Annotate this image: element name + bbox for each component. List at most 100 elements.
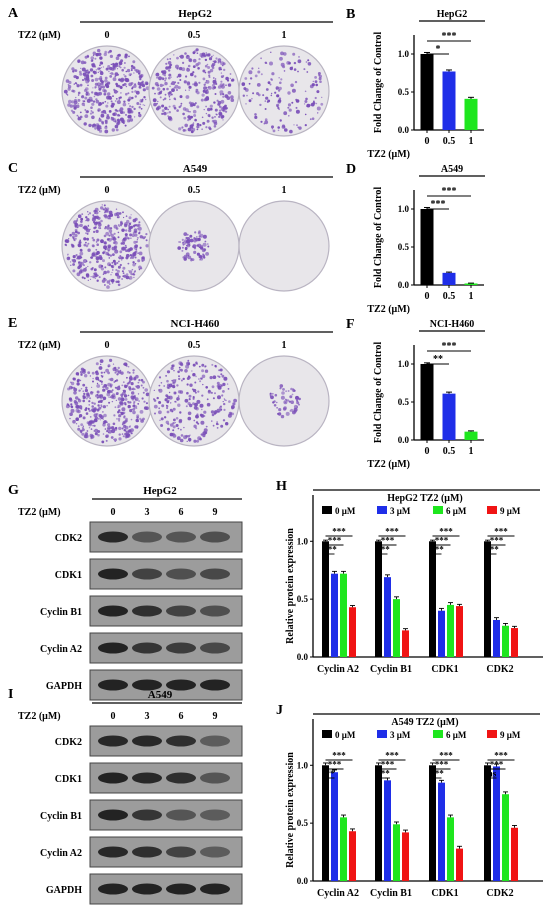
x-tick-label: 0: [425, 446, 430, 457]
colony: [165, 62, 168, 65]
bar-3μM: [493, 619, 500, 657]
colony: [121, 248, 124, 250]
colony: [232, 402, 236, 406]
colony: [209, 376, 213, 380]
colony: [178, 127, 182, 131]
colony: [270, 94, 273, 97]
colony: [126, 376, 128, 379]
colony: [80, 423, 84, 427]
colony: [220, 384, 223, 387]
colony: [109, 72, 111, 75]
colony: [307, 62, 312, 66]
colony: [122, 424, 127, 429]
colony: [133, 72, 135, 74]
colony: [279, 56, 283, 61]
colony: [129, 247, 133, 251]
blot-band: [98, 735, 128, 747]
colony: [85, 219, 87, 222]
colony: [108, 257, 111, 259]
colony: [106, 405, 108, 407]
colony: [73, 106, 77, 110]
dose-label: 0: [111, 507, 116, 518]
significance-label: ***: [332, 527, 346, 537]
colony: [91, 111, 94, 114]
colony: [246, 94, 248, 97]
colony: [71, 89, 75, 93]
colony: [99, 394, 104, 398]
colony: [116, 386, 121, 391]
colony: [73, 387, 78, 392]
colony: [88, 404, 90, 406]
colony: [204, 58, 208, 62]
x-tick-label: CDK2: [486, 888, 513, 899]
colony: [218, 375, 221, 378]
colony: [95, 371, 99, 376]
bar-3μM: [493, 766, 500, 881]
colony: [182, 129, 186, 132]
colony: [138, 268, 141, 271]
colony: [82, 416, 86, 420]
colony: [273, 404, 277, 407]
colony: [97, 67, 100, 71]
colony: [117, 397, 122, 401]
colony: [187, 362, 190, 366]
colony: [128, 115, 130, 118]
colony: [187, 402, 191, 406]
colony: [67, 87, 71, 91]
bar-0: [420, 364, 434, 440]
colony: [101, 406, 103, 408]
colony: [180, 428, 182, 431]
colony: [185, 405, 188, 408]
colony: [97, 108, 101, 112]
colony: [169, 423, 174, 427]
colony: [87, 224, 90, 227]
colony: [119, 401, 124, 405]
colony: [252, 92, 255, 95]
y-axis-label: Relative protein expression: [285, 752, 296, 868]
colony: [198, 365, 201, 368]
colony: [122, 83, 125, 87]
colony: [71, 67, 75, 71]
colony: [105, 368, 109, 373]
blot-band: [200, 568, 230, 580]
colony: [285, 390, 287, 393]
colony: [185, 364, 190, 369]
colony: [106, 215, 111, 219]
colony: [72, 237, 75, 240]
colony: [107, 244, 112, 249]
colony: [133, 116, 136, 118]
cell-line-title: HepG2: [143, 485, 177, 497]
colony: [90, 436, 93, 440]
colony: [212, 424, 215, 427]
colony: [198, 81, 201, 84]
colony: [119, 255, 122, 257]
legend-label: 6 μM: [446, 506, 467, 516]
colony: [96, 260, 99, 263]
colony: [114, 100, 117, 102]
colony: [162, 98, 165, 101]
colony: [223, 75, 225, 77]
colony: [93, 221, 96, 224]
significance-label: ***: [385, 527, 399, 537]
colony: [117, 113, 120, 117]
colony: [99, 419, 102, 421]
colony: [83, 105, 85, 107]
colony: [107, 262, 111, 267]
colony: [177, 370, 180, 374]
colony: [208, 57, 213, 61]
colony: [115, 268, 118, 272]
colony: [117, 120, 121, 123]
colony: [111, 128, 116, 132]
colony: [74, 228, 78, 232]
colony: [70, 408, 75, 413]
colony: [94, 432, 98, 436]
colony: [120, 393, 124, 397]
colony: [192, 363, 196, 367]
colony: [110, 274, 112, 276]
colony: [125, 249, 128, 252]
colony: [276, 94, 280, 98]
blot-band: [166, 735, 196, 747]
dose-label: 0.5: [188, 30, 201, 41]
colony: [83, 122, 87, 126]
